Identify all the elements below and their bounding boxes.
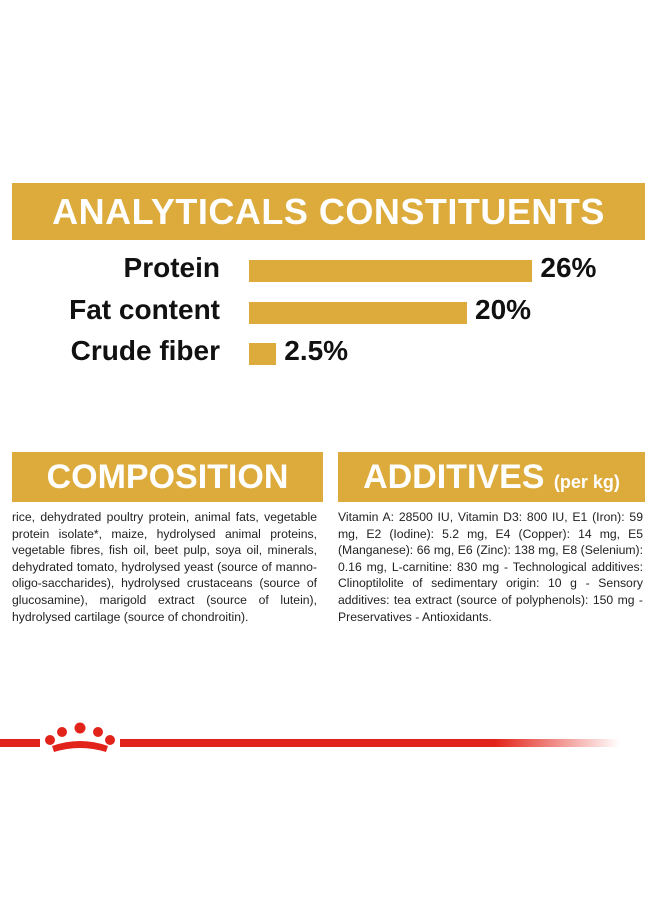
additives-title: ADDITIVES [363,458,545,496]
constituent-value: 2.5% [284,335,349,366]
title-banner: ANALYTICALS CONSTITUENTS [12,183,645,240]
title: ANALYTICALS CONSTITUENTS [52,191,605,232]
constituent-bar [249,260,533,282]
constituent-value: 26% [540,252,597,283]
additives-subtitle: (per kg) [553,472,620,492]
red-line [120,739,620,747]
constituent-value: 20% [475,294,532,325]
additives-banner: ADDITIVES (per kg) [338,452,645,502]
constituent-bar [249,343,277,365]
constituent-bar [249,302,467,324]
crown-logo [45,722,115,752]
brand-line [0,722,620,752]
additives-text: Vitamin A: 28500 IU, Vitamin D3: 800 IU,… [338,510,643,624]
constituent-label: Protein [123,252,220,283]
composition-title: COMPOSITION [46,458,289,496]
composition-banner: COMPOSITION [12,452,323,502]
constituent-label: Fat content [69,294,220,325]
red-line [0,739,40,747]
composition-text: rice, dehydrated poultry protein, animal… [12,510,317,624]
constituent-label: Crude fiber [70,335,220,366]
